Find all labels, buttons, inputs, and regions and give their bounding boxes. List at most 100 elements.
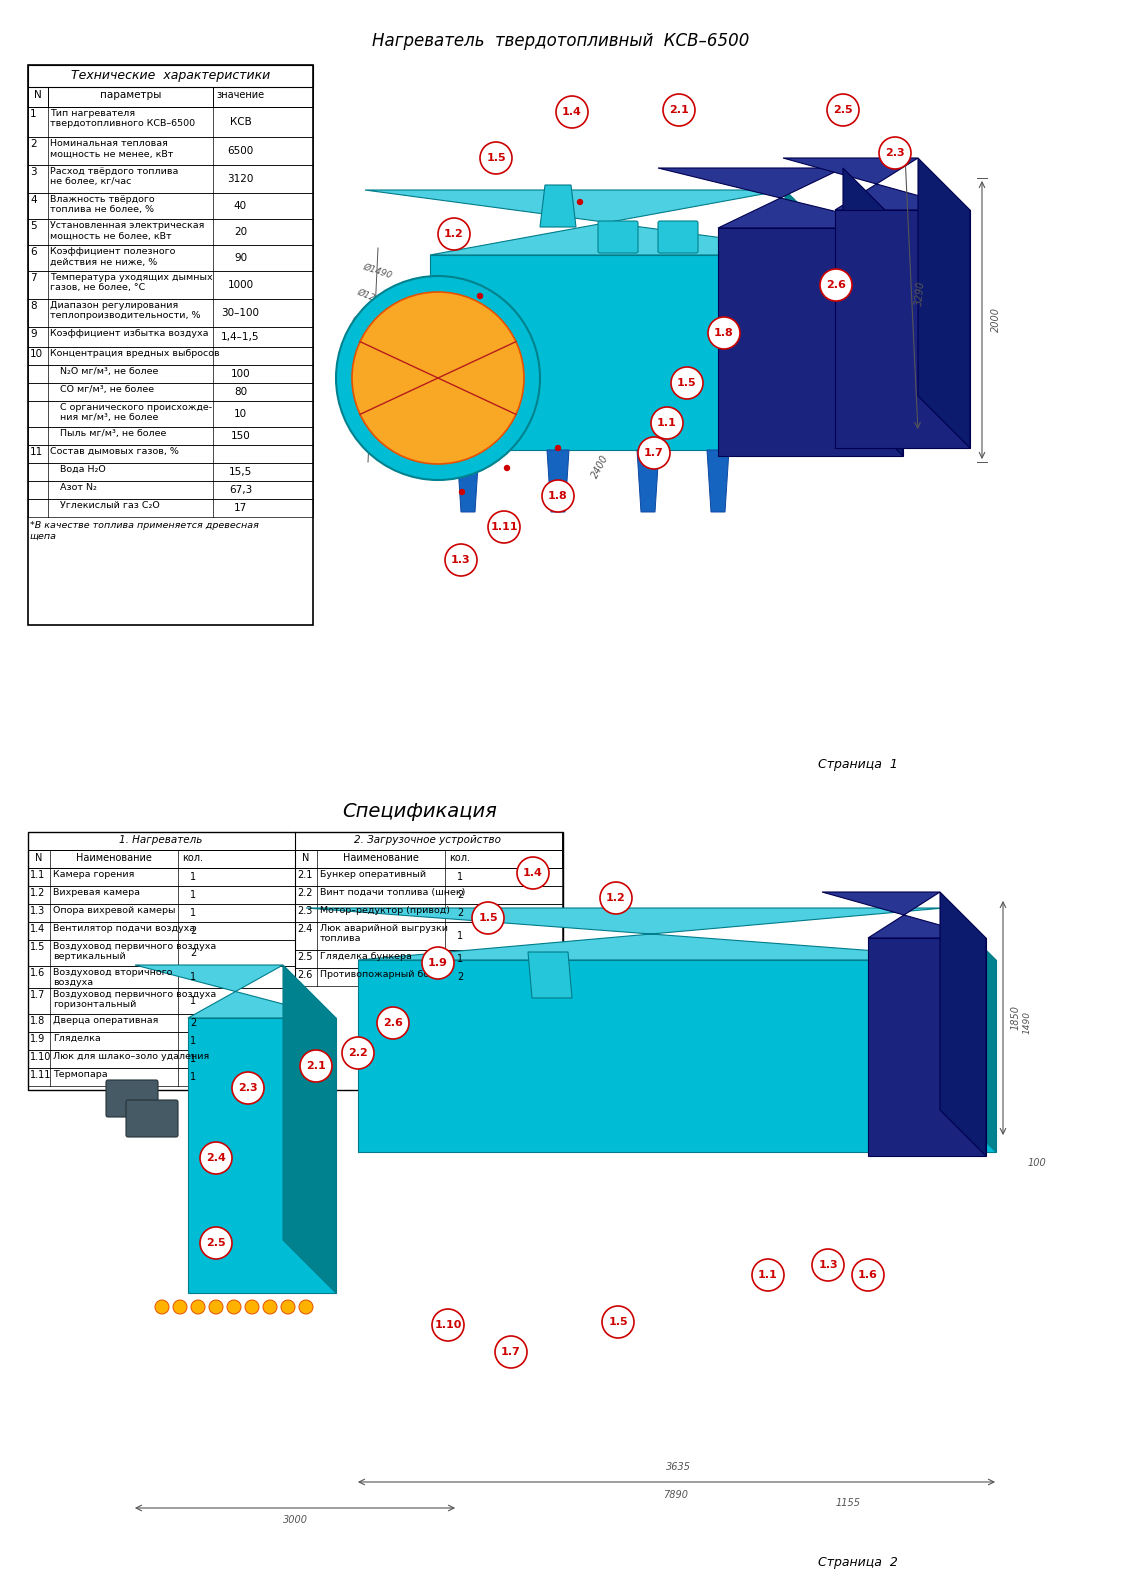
Polygon shape <box>707 450 729 512</box>
Text: Воздуховод вторичного
воздуха: Воздуховод вторичного воздуха <box>53 967 172 988</box>
Bar <box>28 401 313 427</box>
Bar <box>28 165 313 193</box>
Bar <box>28 868 295 887</box>
Bar <box>28 833 563 1090</box>
Text: 1.6: 1.6 <box>858 1270 878 1280</box>
Bar <box>28 463 313 481</box>
Text: 6: 6 <box>30 247 37 257</box>
Polygon shape <box>430 255 850 450</box>
Text: Термопара: Термопара <box>53 1071 108 1078</box>
Bar <box>28 833 295 850</box>
Polygon shape <box>940 891 986 1156</box>
Circle shape <box>812 1250 844 1281</box>
Circle shape <box>707 317 740 349</box>
Polygon shape <box>785 190 850 450</box>
Text: Пыль мг/м³, не более: Пыль мг/м³, не более <box>60 428 166 438</box>
Text: 5: 5 <box>30 220 37 232</box>
Bar <box>28 940 295 966</box>
Text: Влажность твёрдого
топлива не более, %: Влажность твёрдого топлива не более, % <box>51 195 155 214</box>
Text: 1.2: 1.2 <box>606 893 626 902</box>
Bar <box>28 365 313 382</box>
Polygon shape <box>917 159 970 447</box>
Text: 3120: 3120 <box>227 174 254 184</box>
Polygon shape <box>305 909 996 960</box>
Text: 1.4: 1.4 <box>30 925 45 934</box>
Text: 2: 2 <box>457 909 463 918</box>
Text: 1.3: 1.3 <box>819 1259 838 1270</box>
Text: 1.5: 1.5 <box>30 942 45 952</box>
Text: Коэффициент избытка воздуха: Коэффициент избытка воздуха <box>51 328 209 338</box>
Text: Мотор–редуктор (привод): Мотор–редуктор (привод) <box>320 906 450 915</box>
Circle shape <box>245 1301 259 1313</box>
Text: 2.2: 2.2 <box>296 888 312 898</box>
Bar <box>28 1013 295 1032</box>
Text: 100: 100 <box>1028 1158 1047 1167</box>
Circle shape <box>299 1301 313 1313</box>
Bar <box>28 446 313 463</box>
Text: Гляделка бункера: Гляделка бункера <box>320 952 412 961</box>
Text: 1960: 1960 <box>138 1085 148 1110</box>
Text: С органического происхожде-
ния мг/м³, не более: С органического происхожде- ния мг/м³, н… <box>60 403 212 422</box>
Text: Установленная электрическая
мощность не более, кВт: Установленная электрическая мощность не … <box>51 220 204 241</box>
Circle shape <box>336 276 540 481</box>
Circle shape <box>377 1007 409 1039</box>
Polygon shape <box>836 209 970 447</box>
Text: 11: 11 <box>30 447 44 457</box>
Text: 7: 7 <box>30 273 37 282</box>
Text: 1.7: 1.7 <box>30 990 45 1001</box>
Polygon shape <box>718 228 903 457</box>
Text: Наименование: Наименование <box>76 853 152 863</box>
FancyBboxPatch shape <box>599 220 638 254</box>
Text: *В качестве топлива применяется древесная
щепа: *В качестве топлива применяется древесна… <box>30 520 259 541</box>
Text: Люк аварийной выгрузки
топлива: Люк аварийной выгрузки топлива <box>320 925 448 944</box>
Circle shape <box>472 902 504 934</box>
Text: 1.9: 1.9 <box>428 958 448 967</box>
Bar <box>28 87 313 106</box>
Text: Технические  характеристики: Технические характеристики <box>71 70 271 82</box>
Text: 3290: 3290 <box>914 281 926 306</box>
Text: 2.5: 2.5 <box>833 105 852 116</box>
Text: 1: 1 <box>190 872 197 882</box>
Text: 1155: 1155 <box>836 1499 860 1508</box>
Text: 1.2: 1.2 <box>30 888 45 898</box>
Text: Температура уходящих дымных
газов, не более, °C: Температура уходящих дымных газов, не бо… <box>51 273 212 292</box>
Text: 8: 8 <box>30 301 37 311</box>
FancyBboxPatch shape <box>126 1101 179 1137</box>
Polygon shape <box>283 964 336 1293</box>
Text: N₂O мг/м³, не более: N₂O мг/м³, не более <box>60 366 158 376</box>
Polygon shape <box>528 952 572 998</box>
Text: 1. Нагреватель: 1. Нагреватель <box>119 834 202 845</box>
Circle shape <box>556 446 560 450</box>
Text: 10: 10 <box>30 349 43 358</box>
Text: Спецификация: Спецификация <box>343 803 497 822</box>
Circle shape <box>495 1335 527 1369</box>
Circle shape <box>517 856 549 890</box>
Text: 1: 1 <box>190 1055 197 1064</box>
Text: 4: 4 <box>30 195 37 205</box>
Text: Азот N₂: Азот N₂ <box>60 484 97 492</box>
Text: 2.3: 2.3 <box>238 1083 258 1093</box>
Bar <box>28 327 313 347</box>
Text: 2000: 2000 <box>990 308 1001 333</box>
Polygon shape <box>783 159 970 209</box>
Polygon shape <box>457 450 480 512</box>
Text: Диапазон регулирования
теплопроизводительности, %: Диапазон регулирования теплопроизводител… <box>51 301 201 320</box>
Text: 3000: 3000 <box>283 1515 308 1526</box>
Text: 1.4: 1.4 <box>523 868 542 879</box>
Text: 1: 1 <box>190 996 197 1006</box>
Text: 1.1: 1.1 <box>758 1270 778 1280</box>
Polygon shape <box>540 186 576 227</box>
Text: 2.3: 2.3 <box>296 906 312 917</box>
Text: 1.5: 1.5 <box>478 914 497 923</box>
Text: 7890: 7890 <box>664 1489 688 1500</box>
Text: 2: 2 <box>190 1018 197 1028</box>
Text: 40: 40 <box>234 201 247 211</box>
Circle shape <box>432 1308 464 1342</box>
Circle shape <box>602 1305 634 1339</box>
Text: 2: 2 <box>457 890 463 899</box>
Circle shape <box>438 217 471 251</box>
Circle shape <box>351 292 524 465</box>
Text: CO мг/м³, не более: CO мг/м³, не более <box>60 385 154 393</box>
Text: 3: 3 <box>30 167 37 178</box>
Text: 2: 2 <box>190 948 197 958</box>
